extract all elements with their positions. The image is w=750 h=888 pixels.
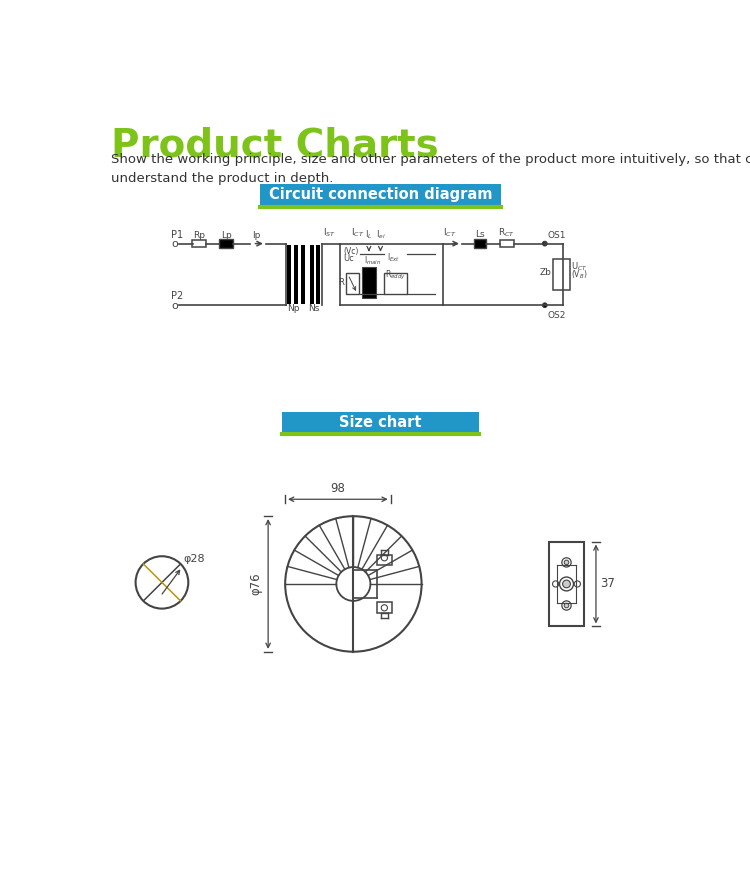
Text: (Vc): (Vc): [344, 248, 358, 257]
Text: Ip: Ip: [252, 231, 261, 240]
Bar: [346, 273, 358, 295]
Circle shape: [136, 556, 188, 608]
Bar: [294, 245, 298, 304]
Text: I$_{main}$: I$_{main}$: [364, 255, 382, 267]
Bar: [473, 239, 486, 249]
Bar: [310, 245, 314, 304]
FancyBboxPatch shape: [260, 184, 501, 207]
Bar: [316, 245, 320, 304]
Circle shape: [562, 558, 572, 567]
Text: Circuit connection diagram: Circuit connection diagram: [268, 186, 492, 202]
Bar: [376, 555, 392, 566]
Circle shape: [381, 605, 388, 611]
Text: R$_{CT}$: R$_{CT}$: [497, 226, 514, 239]
Text: I$_L$: I$_L$: [365, 229, 373, 242]
Circle shape: [336, 567, 370, 601]
Circle shape: [285, 516, 422, 652]
Text: o: o: [171, 301, 178, 311]
FancyBboxPatch shape: [282, 412, 479, 434]
Text: φ76: φ76: [250, 573, 262, 595]
Circle shape: [562, 580, 570, 588]
Bar: [550, 542, 584, 626]
Bar: [383, 273, 406, 295]
Circle shape: [553, 581, 559, 587]
Text: U$_{CT}$: U$_{CT}$: [572, 261, 587, 274]
Circle shape: [542, 242, 547, 246]
Text: I$_{ei}$: I$_{ei}$: [376, 229, 386, 242]
Text: Lp: Lp: [221, 231, 232, 240]
Text: OS2: OS2: [547, 312, 566, 321]
Text: Np: Np: [287, 305, 300, 313]
Text: Show the working principle, size and other parameters of the product more intuit: Show the working principle, size and oth…: [111, 153, 750, 185]
Text: Uc: Uc: [344, 254, 354, 263]
Text: o: o: [171, 240, 178, 250]
Bar: [362, 266, 376, 297]
Text: I$_{ST}$: I$_{ST}$: [322, 226, 336, 239]
Text: R: R: [338, 278, 344, 287]
Text: P1: P1: [171, 230, 183, 240]
Text: P2: P2: [171, 291, 184, 301]
Bar: [219, 239, 233, 249]
Text: Rp: Rp: [194, 231, 206, 240]
Bar: [376, 602, 392, 614]
Bar: [500, 240, 514, 248]
Text: Size chart: Size chart: [339, 415, 422, 430]
Circle shape: [564, 560, 568, 565]
Text: Product Charts: Product Charts: [111, 127, 439, 164]
Text: 37: 37: [601, 577, 616, 591]
Text: R$_{eddy}$: R$_{eddy}$: [386, 269, 406, 282]
Circle shape: [381, 555, 388, 561]
Text: 98: 98: [331, 481, 345, 495]
Text: I$_{CT}$: I$_{CT}$: [442, 226, 456, 239]
Text: Ns: Ns: [308, 305, 320, 313]
Bar: [301, 245, 305, 304]
Circle shape: [564, 603, 568, 607]
Circle shape: [562, 601, 572, 610]
Bar: [286, 245, 291, 304]
Text: φ28: φ28: [184, 554, 206, 564]
Bar: [192, 240, 206, 248]
Circle shape: [574, 581, 580, 587]
Text: Zb: Zb: [539, 268, 551, 277]
Text: (V$_B$): (V$_B$): [572, 268, 588, 281]
Circle shape: [560, 577, 574, 591]
Text: OS1: OS1: [547, 231, 566, 240]
Bar: [553, 259, 569, 289]
Text: I$_{Ext}$: I$_{Ext}$: [387, 251, 400, 264]
Text: Ls: Ls: [475, 230, 484, 239]
Circle shape: [542, 303, 547, 307]
Text: I$_{CT}$: I$_{CT}$: [350, 226, 364, 239]
